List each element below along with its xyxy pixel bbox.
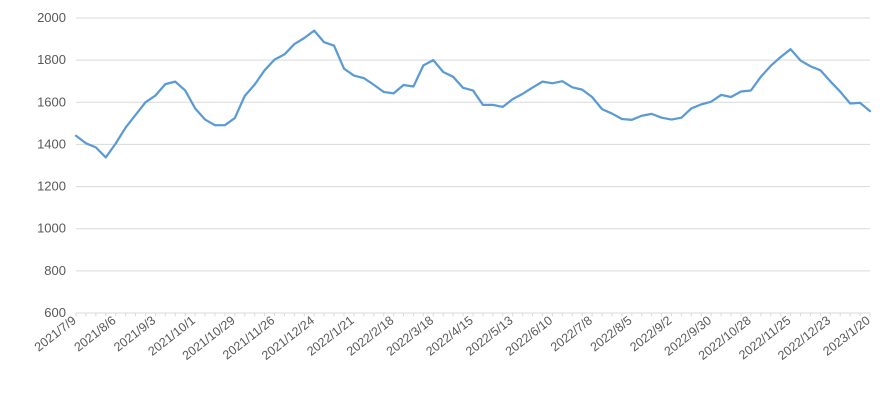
svg-text:1600: 1600 xyxy=(37,94,66,109)
svg-text:1800: 1800 xyxy=(37,52,66,67)
svg-text:1200: 1200 xyxy=(37,179,66,194)
svg-text:2000: 2000 xyxy=(37,10,66,25)
svg-text:1000: 1000 xyxy=(37,221,66,236)
svg-text:600: 600 xyxy=(44,305,66,320)
svg-text:1400: 1400 xyxy=(37,136,66,151)
svg-text:800: 800 xyxy=(44,263,66,278)
